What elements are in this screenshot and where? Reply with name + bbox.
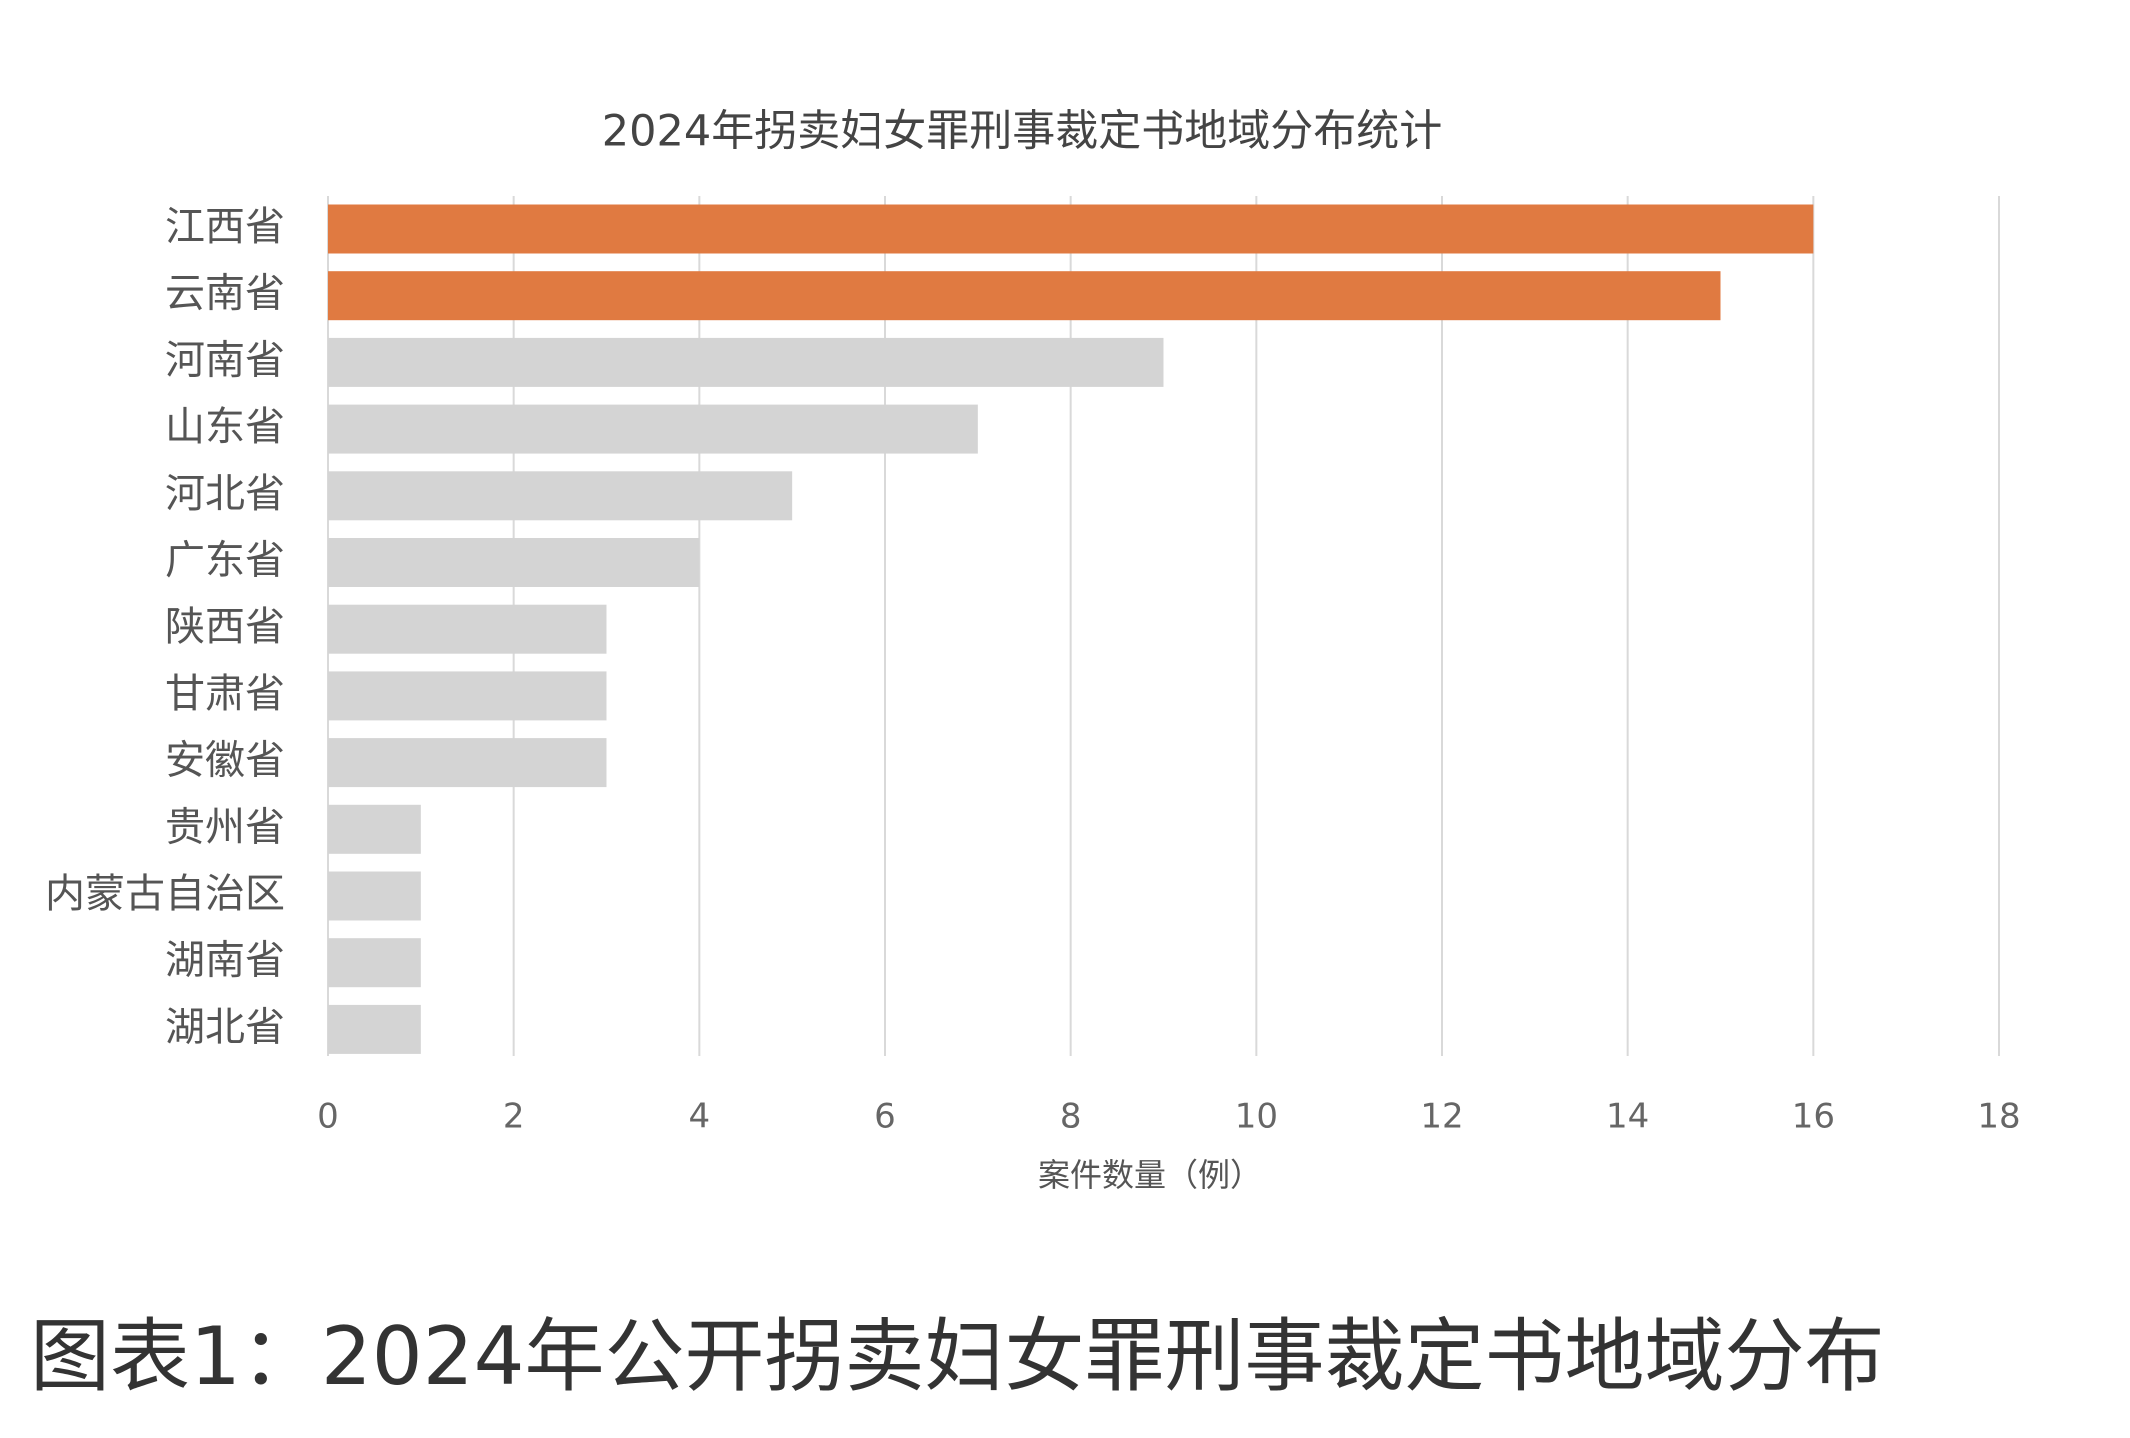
y-tick-label: 江西省 xyxy=(165,204,285,250)
bar xyxy=(328,337,1164,387)
x-tick-label: 18 xyxy=(1977,1097,2020,1137)
bar xyxy=(328,804,421,854)
y-tick-label: 湖南省 xyxy=(165,938,285,984)
y-tick-label: 河南省 xyxy=(165,337,285,383)
bar xyxy=(328,538,700,587)
x-tick-label: 16 xyxy=(1792,1097,1835,1137)
y-tick-label: 贵州省 xyxy=(165,804,285,850)
bar xyxy=(328,471,793,521)
bar xyxy=(328,738,607,788)
x-tick-label: 10 xyxy=(1235,1097,1278,1137)
y-tick-label: 甘肃省 xyxy=(165,671,285,717)
y-tick-label: 云南省 xyxy=(165,271,285,317)
y-tick-label: 山东省 xyxy=(165,404,285,450)
x-axis-label: 案件数量（例） xyxy=(1038,1156,1262,1194)
bar xyxy=(328,604,607,654)
bar xyxy=(328,271,1721,321)
y-tick-label: 河北省 xyxy=(165,471,285,517)
x-tick-label: 12 xyxy=(1420,1097,1463,1137)
y-tick-label: 湖北省 xyxy=(165,1004,285,1050)
caption: 图表1：2024年公开拐卖妇女罪刑事裁定书地域分布 xyxy=(30,1310,1885,1403)
x-tick-label: 4 xyxy=(689,1097,711,1137)
x-tick-label: 2 xyxy=(503,1097,525,1137)
bar xyxy=(328,938,421,988)
y-tick-label: 陕西省 xyxy=(165,604,285,650)
x-tick-label: 0 xyxy=(317,1097,339,1137)
bar xyxy=(328,1004,421,1054)
y-tick-label: 安徽省 xyxy=(165,738,285,784)
y-tick-label: 内蒙古自治区 xyxy=(45,871,285,917)
bar xyxy=(328,204,1814,254)
y-tick-label: 广东省 xyxy=(165,538,285,584)
x-tick-label: 8 xyxy=(1060,1097,1082,1137)
chart-title: 2024年拐卖妇女罪刑事裁定书地域分布统计 xyxy=(602,107,1442,157)
bar xyxy=(328,404,978,454)
x-tick-label: 14 xyxy=(1606,1097,1649,1137)
bar xyxy=(328,871,421,921)
x-tick-label: 6 xyxy=(874,1097,896,1137)
bar xyxy=(328,671,607,721)
